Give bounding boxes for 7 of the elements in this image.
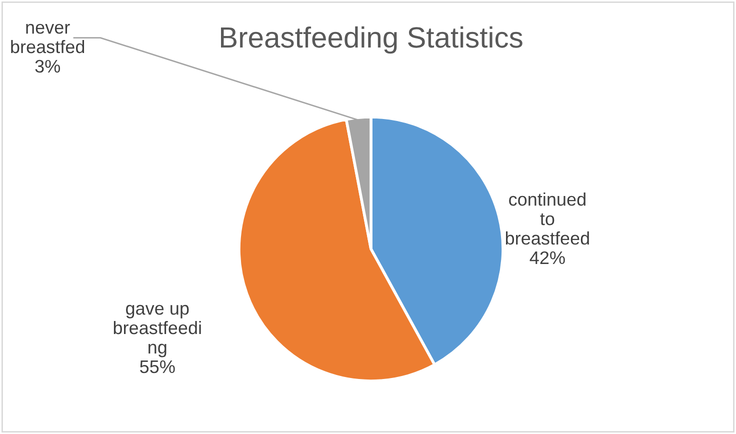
slice-label: never breastfed bbox=[11, 24, 84, 54]
data-label: 55% bbox=[140, 360, 175, 374]
slice-label: continued to breastfeed bbox=[506, 192, 589, 245]
slice-label: gave up breastfeedi ng bbox=[114, 304, 201, 358]
chart-title: Breastfeeding Statistics bbox=[221, 26, 522, 54]
data-label: 3% bbox=[35, 60, 60, 73]
data-label: 42% bbox=[530, 251, 565, 264]
